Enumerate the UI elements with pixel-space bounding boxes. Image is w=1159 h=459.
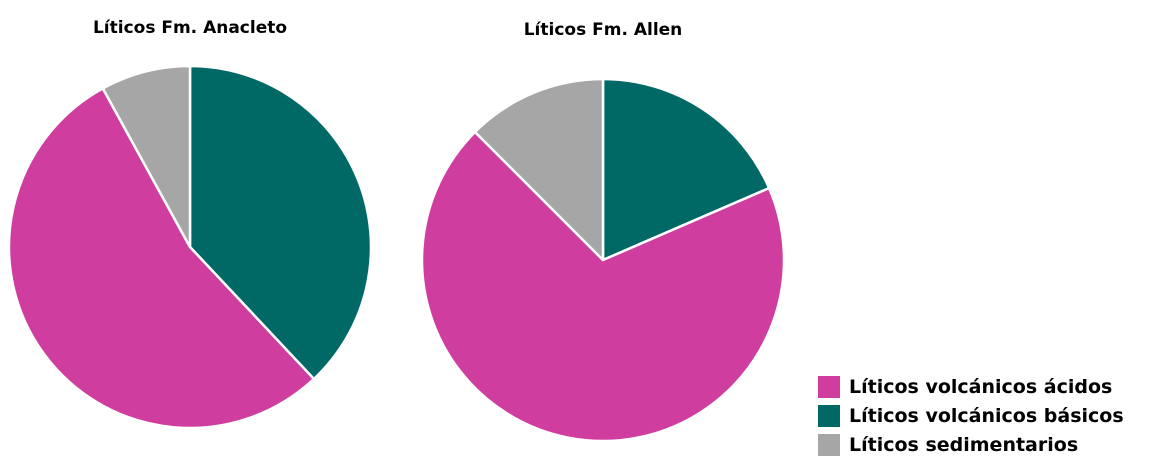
legend-swatch-sedimentarios — [818, 433, 840, 456]
legend-item-sedimentarios: Líticos sedimentarios — [818, 430, 1158, 459]
pie-chart-allen: Líticos Fm. Allen — [420, 20, 786, 443]
legend-swatch-basicos — [818, 404, 840, 427]
legend: Líticos volcánicos ácidos Líticos volcán… — [818, 372, 1158, 459]
legend-label-acidos: Líticos volcánicos ácidos — [849, 375, 1113, 398]
pie-chart-anacleto: Líticos Fm. Anacleto — [7, 18, 373, 430]
pie-slice-allen-basicos — [601, 77, 771, 262]
pie-slices-allen — [420, 77, 786, 443]
pie-slice-allen-sedimentarios — [473, 77, 605, 262]
chart-title-allen: Líticos Fm. Allen — [524, 20, 683, 40]
pie-slice-allen-acidos — [420, 130, 786, 443]
pie-slice-anacleto-basicos — [188, 64, 373, 381]
legend-label-basicos: Líticos volcánicos básicos — [849, 404, 1124, 427]
pie-slice-anacleto-acidos — [7, 87, 316, 430]
legend-item-acidos: Líticos volcánicos ácidos — [818, 372, 1158, 401]
legend-swatch-acidos — [818, 375, 840, 398]
pie-slices-anacleto — [7, 64, 373, 430]
pie-slice-anacleto-sedimentarios — [101, 64, 192, 249]
legend-item-basicos: Líticos volcánicos básicos — [818, 401, 1158, 430]
legend-label-sedimentarios: Líticos sedimentarios — [849, 433, 1079, 456]
chart-title-anacleto: Líticos Fm. Anacleto — [93, 18, 287, 38]
